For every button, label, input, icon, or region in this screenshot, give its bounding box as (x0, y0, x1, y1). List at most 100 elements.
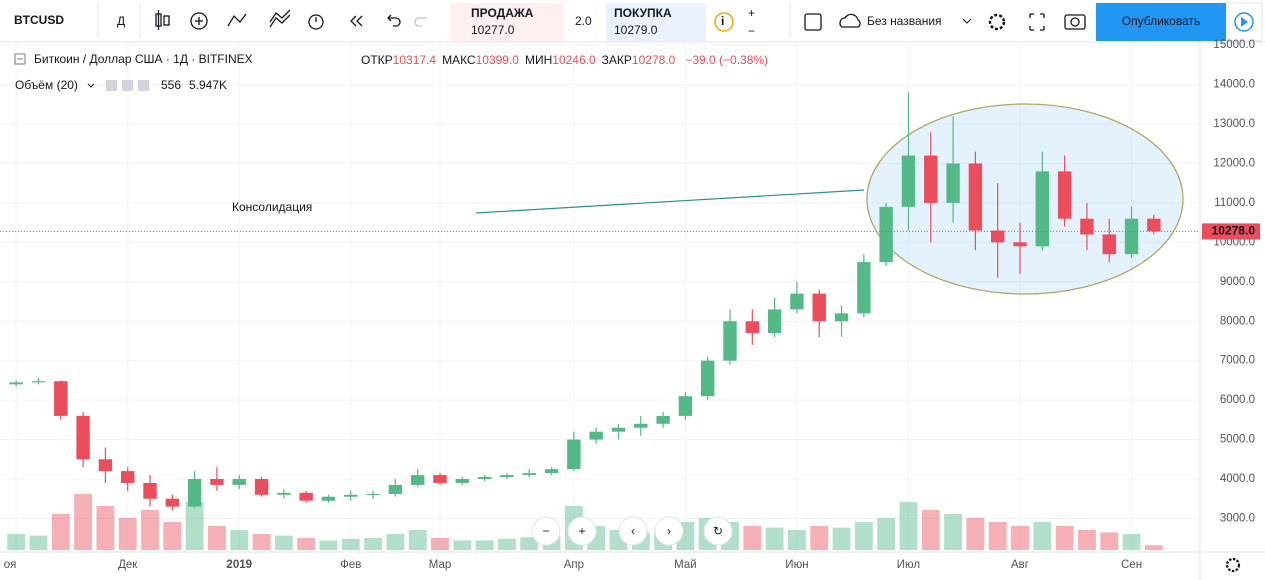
y-tick-label: 14000.0 (1213, 79, 1255, 91)
candle-body (500, 475, 514, 478)
interval[interactable]: Д (117, 14, 125, 28)
volume-bar (29, 535, 48, 550)
candle-body (455, 479, 469, 483)
symbol[interactable]: BTCUSD (14, 13, 64, 27)
nav-button[interactable] (531, 516, 561, 546)
candle-body (634, 423, 648, 428)
candle-body (611, 427, 626, 432)
annotation-line (475, 189, 865, 214)
volume-bar (453, 540, 472, 550)
y-tick-label: 8000.0 (1220, 315, 1255, 327)
candle-body (991, 230, 1005, 243)
y-tick-label: 11000.0 (1214, 197, 1255, 209)
candle-body (946, 163, 960, 203)
layout-name[interactable]: Без названия (867, 14, 942, 28)
volume-bar (74, 494, 92, 550)
candle-body (277, 492, 291, 495)
volume-bar (1144, 545, 1163, 550)
volume-bar (431, 538, 449, 550)
volume-bar (1055, 526, 1074, 550)
candle-body (344, 494, 358, 497)
sell-box[interactable] (450, 3, 564, 41)
volume-bar (765, 527, 784, 550)
candle-body (745, 321, 759, 334)
candle-body (388, 484, 403, 494)
candle-body (187, 479, 202, 507)
candle-body (299, 492, 313, 501)
candle-body (834, 313, 849, 322)
volume-bar (185, 502, 204, 550)
y-tick-label: 7000.0 (1220, 355, 1255, 367)
nav-button[interactable] (567, 516, 597, 546)
buy-label: ПОКУПКА (614, 6, 672, 20)
nav-icon: ↻ (713, 524, 723, 538)
svg-text:i: i (721, 14, 724, 28)
x-tick-label: Дек (118, 559, 138, 571)
candle-body (522, 473, 536, 476)
candle-body (1147, 218, 1161, 232)
publish-button[interactable] (1096, 3, 1226, 41)
candle-body (790, 293, 804, 310)
last-price-box (1202, 223, 1260, 240)
x-tick-label: Апр (564, 559, 584, 571)
y-tick-label: 9000.0 (1220, 276, 1255, 288)
nav-button[interactable] (618, 516, 648, 546)
buy-price: 10279.0 (614, 23, 658, 37)
candle-body (366, 493, 380, 495)
volume-bar (408, 530, 427, 550)
info-icon[interactable] (714, 12, 734, 32)
candle-body (54, 381, 68, 416)
x-tick-label: Май (674, 559, 697, 571)
settings-gear[interactable] (1225, 557, 1241, 573)
candle-body (210, 479, 224, 485)
volume-bar (297, 538, 316, 550)
volume-bar (341, 538, 360, 550)
y-tick-label: 4000.0 (1220, 473, 1255, 485)
candle-body (678, 396, 693, 416)
candle-body (121, 471, 135, 483)
y-tick-label: 5000.0 (1220, 434, 1255, 446)
candle-body (589, 431, 603, 440)
volume-bar (520, 537, 539, 550)
volume-bar (141, 510, 159, 550)
candle-body (924, 155, 938, 203)
volume-value: 556 (161, 78, 181, 92)
legend: Биткоин / Доллар США · 1Д · BITFINEX ОТК… (14, 52, 768, 92)
buy-box[interactable] (606, 3, 706, 41)
settings-icon[interactable] (988, 13, 1006, 31)
layout-icon[interactable] (804, 13, 822, 31)
volume-bar (163, 522, 182, 550)
x-tick-label: Сен (1121, 559, 1142, 571)
candle-body (879, 206, 893, 263)
volume-bar (921, 510, 940, 550)
volume-bar (1011, 526, 1029, 550)
candle-body (812, 293, 826, 322)
sell-label: ПРОДАЖА (471, 6, 534, 20)
svg-text:+: + (748, 6, 755, 20)
candle-body (254, 479, 269, 495)
candle-body (76, 415, 90, 460)
volume-bar (274, 535, 293, 550)
annotation: Консолидация (232, 200, 312, 214)
instrument: Биткоин / Доллар США · 1Д · BITFINEX (34, 52, 253, 66)
candle-body (477, 477, 492, 480)
nav-icon: › (667, 524, 671, 538)
x-tick-label: Фев (340, 559, 361, 571)
volume-bar (743, 526, 762, 550)
y-tick-label: 3000.0 (1220, 512, 1255, 524)
x-tick-label: Авг (1011, 559, 1029, 571)
toolbar: BTCUSD Д ПРОДАЖА 10277.0 2.0 ПОКУПКА 102… (0, 2, 1265, 43)
volume-bar (96, 506, 115, 550)
nav-button[interactable] (654, 516, 684, 546)
volume-bar (364, 538, 382, 550)
spread: 2.0 (575, 14, 592, 28)
nav-button[interactable] (703, 516, 733, 546)
candle-body (767, 309, 782, 334)
candle-body (9, 382, 23, 385)
toolbar-icons[interactable] (155, 9, 427, 30)
candle-body (143, 482, 157, 499)
candle-body (723, 321, 737, 361)
volume-bar (1078, 530, 1096, 550)
x-tick-label: Мар (429, 559, 452, 571)
